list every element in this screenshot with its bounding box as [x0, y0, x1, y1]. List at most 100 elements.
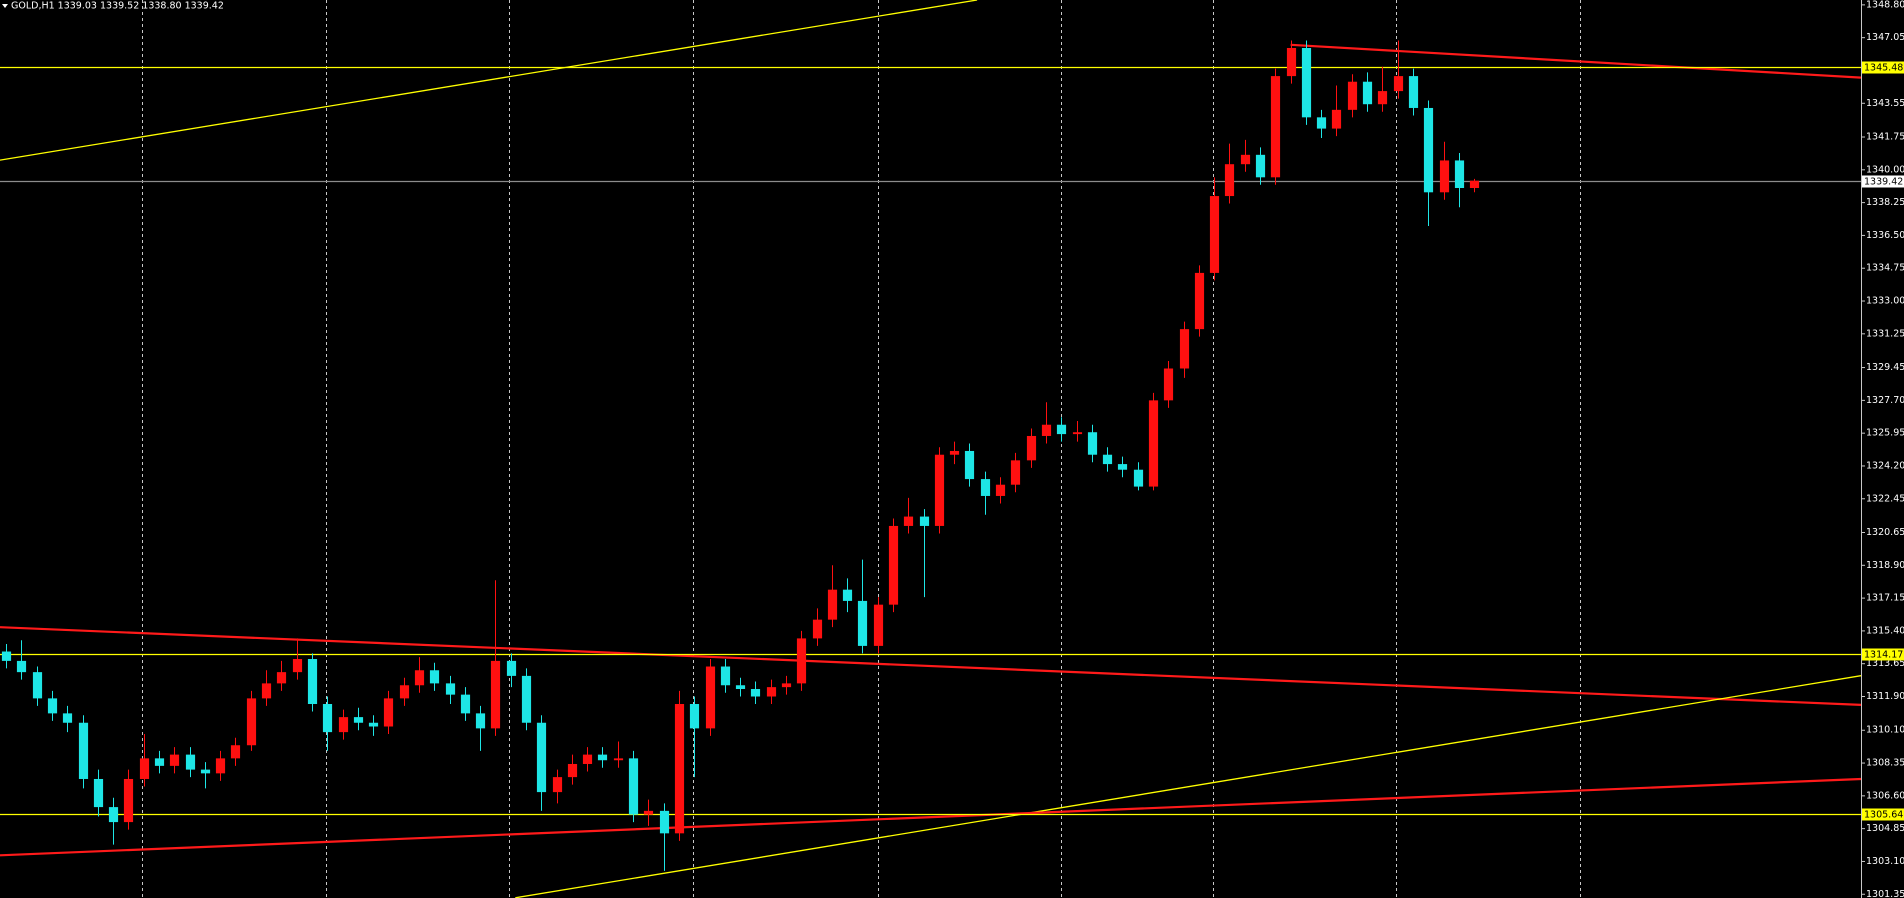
candle-body	[429, 670, 440, 684]
candle-body	[460, 694, 471, 714]
y-tick-label: 1338.25	[1866, 197, 1904, 208]
y-tick-label: 1310.10	[1866, 725, 1904, 736]
candle-body	[154, 758, 165, 766]
price-tag-label: 1314.17	[1864, 650, 1903, 661]
candle-body	[1301, 47, 1312, 118]
price-tag	[1862, 808, 1904, 821]
candle-body	[1286, 47, 1297, 77]
candles	[1, 40, 1480, 871]
candle-body	[383, 698, 394, 727]
y-tick-label: 1347.05	[1866, 32, 1904, 43]
candle-body	[796, 638, 807, 684]
candle-body	[108, 807, 119, 823]
candle-body	[903, 516, 914, 526]
candle-body	[1056, 424, 1067, 435]
candle-body	[1240, 154, 1251, 165]
candle-body	[1469, 180, 1480, 188]
candle-body	[414, 670, 425, 686]
y-tick-label: 1329.45	[1866, 362, 1904, 373]
y-tick-label: 1324.20	[1866, 460, 1904, 471]
candle-body	[1331, 109, 1342, 129]
candle-body	[949, 450, 960, 455]
y-tick-label: 1315.40	[1866, 625, 1904, 636]
y-tick-label: 1308.35	[1866, 758, 1904, 769]
candle-body	[1026, 435, 1037, 461]
trendline	[515, 675, 1861, 898]
candle-body	[674, 704, 685, 834]
candle-body	[1316, 117, 1327, 129]
y-tick-label: 1348.80	[1866, 0, 1904, 10]
price-tag-label: 1305.64	[1864, 810, 1903, 821]
candle-body	[1408, 76, 1419, 108]
y-tick-label: 1334.75	[1866, 263, 1904, 274]
candle-body	[766, 687, 777, 697]
y-tick-label: 1303.10	[1866, 856, 1904, 867]
candle-body	[78, 722, 89, 779]
y-tick-label: 1313.65	[1866, 658, 1904, 669]
price-tag	[1862, 175, 1904, 188]
candle-body	[1270, 76, 1281, 178]
trendline	[0, 626, 1861, 706]
candle-body	[307, 659, 318, 705]
price-tag-label: 1345.48	[1864, 63, 1903, 74]
candle-body	[475, 713, 486, 729]
candle-body	[62, 713, 73, 723]
y-tick-label: 1311.90	[1866, 691, 1904, 702]
candle-body	[1393, 76, 1404, 92]
y-tick-label: 1325.95	[1866, 428, 1904, 439]
candle-body	[1133, 469, 1144, 487]
candle-body	[1117, 464, 1128, 470]
candle-body	[1148, 400, 1159, 487]
candle-body	[1423, 107, 1434, 193]
y-tick-label: 1320.65	[1866, 527, 1904, 538]
candle-body	[230, 745, 241, 759]
candle-body	[139, 758, 150, 779]
chart-title: GOLD,H1 1339.03 1339.52 1338.80 1339.42	[11, 1, 224, 12]
candle-body	[750, 689, 761, 697]
candle-body	[689, 704, 700, 729]
candle-body	[353, 717, 364, 723]
trendline	[1290, 43, 1861, 79]
candle-body	[47, 698, 58, 714]
objects	[0, 0, 1861, 898]
candle-body	[873, 604, 884, 646]
candle-body	[246, 698, 257, 746]
candle-body	[1163, 368, 1174, 401]
candle-body	[1102, 454, 1113, 465]
candle-body	[1209, 196, 1220, 273]
candle-body	[812, 619, 823, 639]
candle-body	[781, 683, 792, 688]
candle-body	[490, 660, 501, 729]
candle-body	[705, 666, 716, 729]
candle-body	[552, 777, 563, 793]
y-tick-label: 1322.45	[1866, 493, 1904, 504]
candle-body	[1255, 154, 1266, 178]
candle-body	[1439, 160, 1450, 193]
candle-body	[1, 651, 12, 661]
candle-body	[1087, 432, 1098, 455]
candle-body	[613, 758, 624, 761]
candle-body	[16, 660, 27, 673]
candle-body	[964, 450, 975, 480]
candle-body	[735, 685, 746, 690]
y-tick-label: 1341.75	[1866, 132, 1904, 143]
candle-body	[995, 484, 1006, 496]
candle-body	[720, 666, 731, 686]
candle-body	[399, 685, 410, 699]
price-axis: 1348.801347.051345.301343.551341.751340.…	[1861, 0, 1904, 898]
price-tag	[1862, 61, 1904, 74]
trendline	[0, 777, 1861, 857]
candle-body	[506, 660, 517, 676]
y-tick-label: 1331.25	[1866, 328, 1904, 339]
price-tag-label: 1339.42	[1864, 177, 1903, 188]
candle-body	[1072, 432, 1083, 435]
y-tick-label: 1318.90	[1866, 560, 1904, 571]
menu-arrow[interactable]	[2, 4, 8, 8]
candle-body	[934, 454, 945, 526]
candle-body	[200, 769, 211, 774]
candle-body	[215, 758, 226, 774]
candle-body	[659, 810, 670, 834]
